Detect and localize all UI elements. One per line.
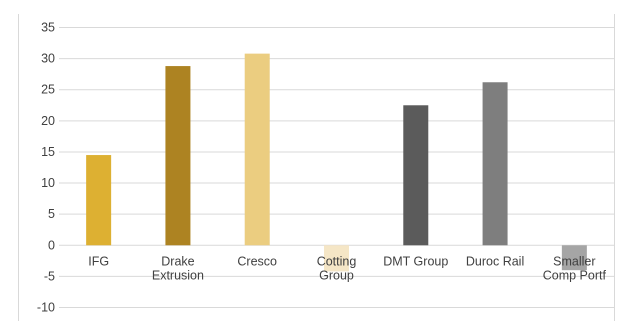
y-tick-label: -10 — [37, 301, 55, 315]
y-tick-label: 10 — [41, 176, 55, 190]
bar-chart: 35 30 25 20 15 10 5 0 -5 -10 IFG Drake Extrusion Cres… — [37, 21, 614, 315]
x-tick-label: DMT Group — [383, 254, 448, 268]
y-tick-label: 30 — [41, 52, 55, 66]
cropped-header — [0, 0, 630, 14]
x-tick-label: Drake Extrusion — [152, 254, 204, 282]
y-tick-label: 0 — [48, 238, 55, 252]
x-tick-label: Cotting Group — [317, 254, 357, 282]
bar — [165, 66, 191, 246]
y-tick-label: 5 — [48, 207, 55, 221]
y-tick-label: 20 — [41, 114, 55, 128]
bar — [482, 82, 508, 246]
x-tick-label: Cresco — [237, 254, 277, 268]
y-tick-label: 35 — [41, 21, 55, 35]
y-tick-label: 25 — [41, 83, 55, 97]
bar — [403, 105, 429, 246]
bar — [244, 53, 270, 246]
y-tick-label: 15 — [41, 145, 55, 159]
bar — [561, 245, 587, 271]
chart-panel: 35 30 25 20 15 10 5 0 -5 -10 IFG Drake Extrusion Cres… — [18, 14, 615, 321]
x-tick-label: Smaller Comp Portf — [543, 254, 607, 282]
bar — [324, 245, 349, 272]
x-tick-label: IFG — [88, 254, 109, 268]
bar — [86, 155, 112, 246]
y-tick-label: -5 — [44, 269, 55, 283]
x-tick-label: Duroc Rail — [466, 254, 524, 268]
